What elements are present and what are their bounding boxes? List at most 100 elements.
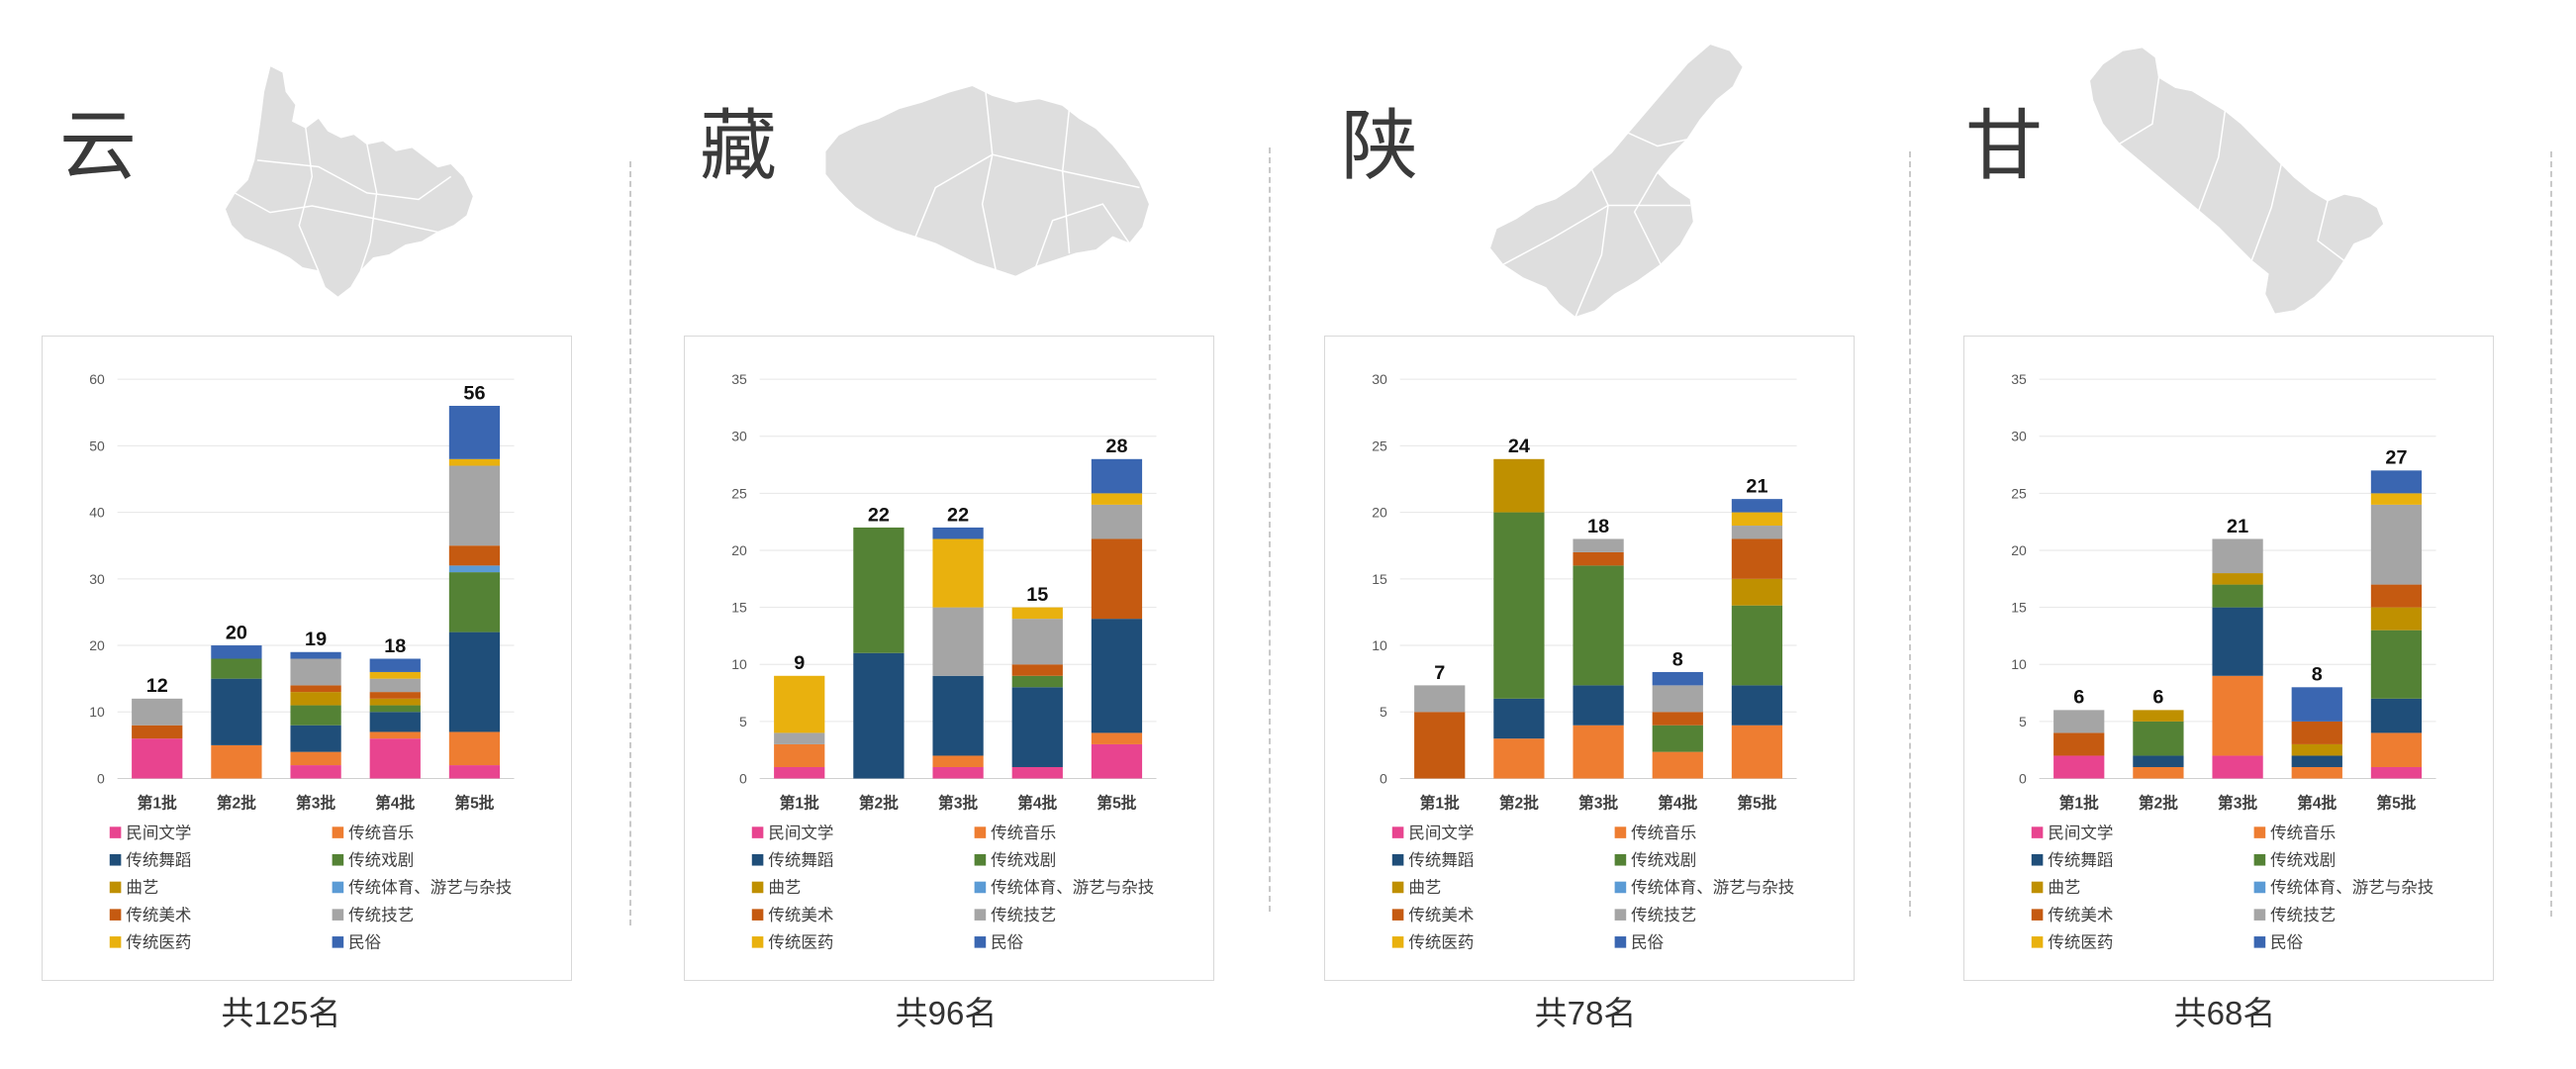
legend-label: 民俗 — [2270, 933, 2304, 952]
bar-segment — [1011, 766, 1063, 779]
y-tick-label: 15 — [731, 600, 747, 616]
bar-segment — [1731, 578, 1783, 606]
bar-segment — [1573, 725, 1624, 779]
y-tick-label: 35 — [2011, 371, 2027, 387]
province-title: 甘 — [1965, 102, 2044, 189]
legend-label: 传统技艺 — [1631, 906, 1696, 924]
district-border — [2250, 163, 2283, 261]
x-category-label: 第1批 — [2059, 793, 2099, 812]
legend-swatch — [1391, 936, 1404, 948]
legend-swatch — [751, 881, 764, 894]
legend-label: 传统舞蹈 — [126, 851, 191, 870]
x-category-label: 第2批 — [859, 793, 899, 812]
bar-segment — [2053, 710, 2105, 733]
bar-segment — [290, 651, 341, 659]
bar-segment — [211, 678, 262, 745]
x-category-label: 第5批 — [1097, 793, 1136, 812]
bar-segment — [1731, 538, 1783, 579]
legend-swatch — [751, 909, 764, 921]
legend-label: 传统音乐 — [2270, 824, 2336, 842]
y-tick-label: 10 — [89, 704, 105, 720]
legend-swatch — [332, 936, 344, 948]
legend-label: 传统舞蹈 — [2048, 851, 2113, 870]
bar-segment — [1091, 504, 1143, 539]
district-border — [1502, 204, 1691, 266]
y-tick-label: 0 — [97, 770, 105, 786]
legend-label: 传统体育、游艺与杂技 — [1631, 878, 1794, 897]
bar-segment — [1652, 751, 1703, 779]
y-tick-label: 25 — [1372, 437, 1387, 453]
bar-segment — [1091, 743, 1143, 779]
bar-segment — [132, 698, 183, 726]
legend-label: 传统戏剧 — [991, 851, 1056, 870]
legend-label: 传统体育、游艺与杂技 — [2270, 878, 2433, 897]
bar-segment — [1493, 512, 1545, 699]
bar-segment — [2133, 766, 2184, 779]
legend-label: 传统戏剧 — [2270, 851, 2336, 870]
district-border — [914, 153, 1140, 238]
legend-swatch — [1614, 853, 1627, 866]
legend-label: 传统音乐 — [991, 824, 1056, 842]
bar-segment — [2370, 493, 2423, 505]
y-tick-label: 20 — [2011, 542, 2027, 558]
bar-segment — [1011, 675, 1063, 688]
bar-segment — [1573, 538, 1624, 552]
bar-segment — [290, 658, 341, 686]
bar-total-label: 22 — [868, 504, 890, 526]
legend-label: 传统美术 — [1408, 906, 1474, 924]
bar-segment — [1652, 725, 1703, 752]
bar-segment — [1414, 712, 1466, 779]
bar-segment — [369, 678, 421, 693]
legend-swatch — [2031, 826, 2044, 838]
bar-segment — [132, 725, 183, 739]
legend-swatch — [1391, 853, 1404, 866]
y-tick-label: 50 — [89, 437, 105, 453]
bar-segment — [290, 692, 341, 706]
bar-segment — [448, 465, 501, 546]
bar-segment — [774, 675, 825, 733]
bar-total-label: 18 — [1587, 516, 1609, 537]
y-tick-label: 15 — [1372, 571, 1387, 587]
legend-swatch — [1614, 881, 1627, 894]
district-border — [298, 127, 320, 272]
y-tick-label: 15 — [2011, 600, 2027, 616]
bar-segment — [1493, 698, 1545, 739]
legend-swatch — [332, 826, 344, 838]
y-tick-label: 5 — [739, 714, 747, 729]
x-category-label: 第4批 — [2297, 793, 2337, 812]
district-border — [234, 192, 438, 234]
panel-divider — [2550, 151, 2552, 917]
x-category-label: 第3批 — [938, 793, 978, 812]
bar-segment — [369, 712, 421, 732]
legend-swatch — [109, 936, 122, 948]
shaanxi-map-icon — [1486, 41, 1750, 321]
bar-total-label: 18 — [384, 635, 406, 657]
bar-segment — [211, 658, 262, 679]
x-category-label: 第2批 — [217, 793, 256, 812]
legend-label: 传统体育、游艺与杂技 — [991, 878, 1154, 897]
bar-segment — [2291, 721, 2342, 744]
bar-segment — [1731, 499, 1783, 513]
legend-label: 曲艺 — [1408, 878, 1441, 897]
bar-total-label: 27 — [2385, 447, 2407, 469]
stacked-bar-chart: 0 10 20 30 40 50 60 12 第1批 20 第2批 19 第3批 18 第4批 56 第5批民间… — [89, 371, 515, 952]
y-tick-label: 20 — [731, 542, 747, 558]
legend-label: 传统技艺 — [991, 906, 1056, 924]
bar-segment — [2291, 687, 2342, 722]
bar-total-label: 6 — [2152, 687, 2163, 709]
bar-segment — [774, 743, 825, 767]
legend-swatch — [1614, 936, 1627, 948]
legend-swatch — [974, 936, 987, 948]
bar-segment — [2212, 538, 2263, 574]
bar-segment — [2212, 584, 2263, 608]
bar-segment — [1011, 607, 1063, 620]
bar-segment — [1652, 671, 1703, 686]
bar-segment — [211, 744, 262, 779]
legend-label: 曲艺 — [126, 878, 158, 897]
bar-segment — [1731, 725, 1783, 779]
total-count: 共96名 — [895, 995, 998, 1031]
bar-segment — [2133, 721, 2184, 756]
y-tick-label: 35 — [731, 371, 747, 387]
panel-divider — [629, 161, 631, 925]
legend-swatch — [2031, 881, 2044, 894]
